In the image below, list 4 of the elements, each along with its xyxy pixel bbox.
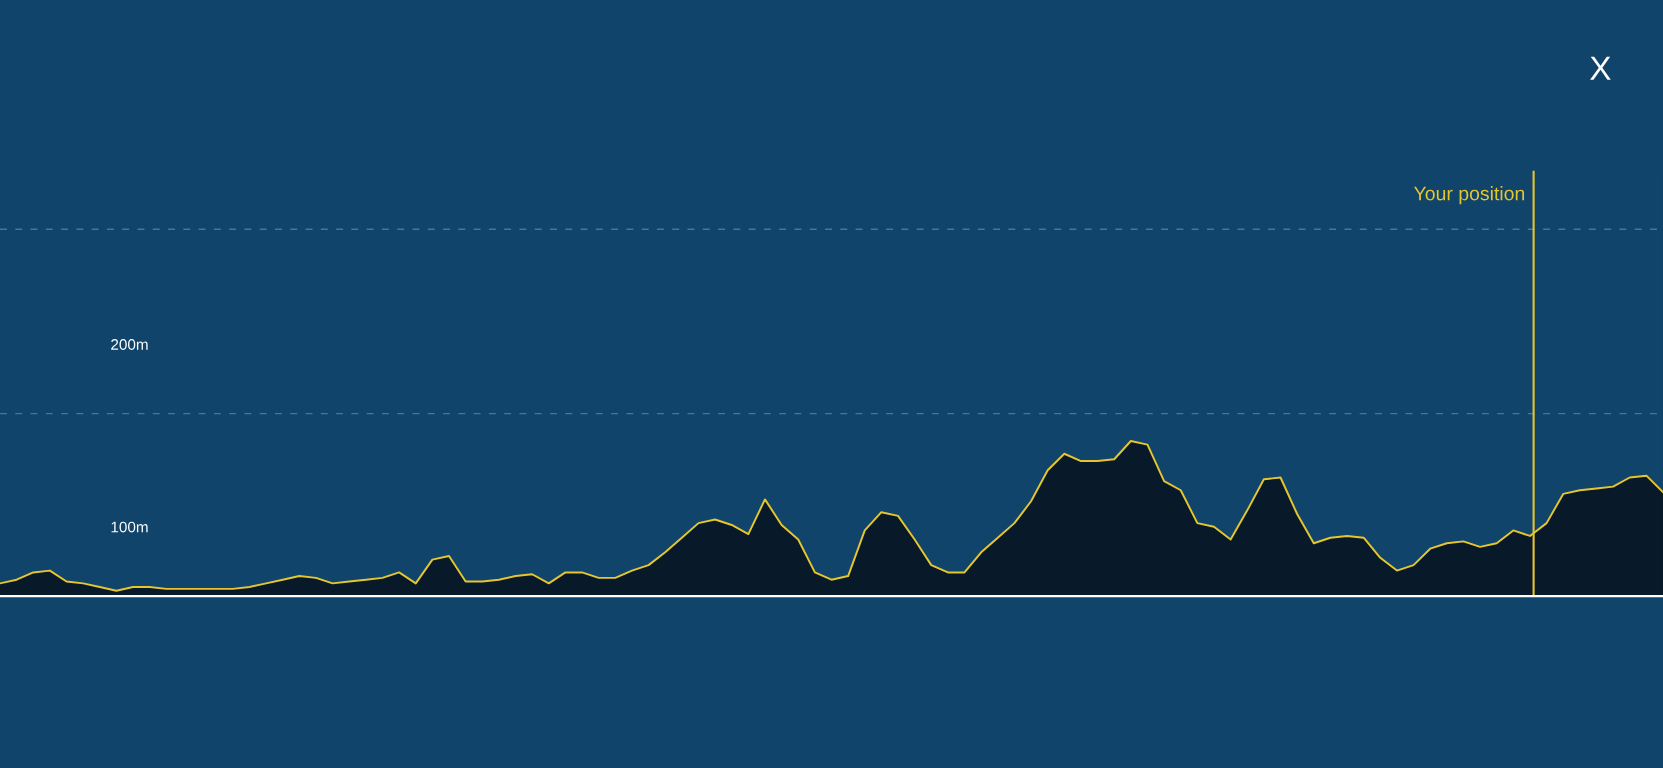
y-tick-label: 200m [111, 339, 148, 350]
y-tick-label: 100m [111, 521, 148, 533]
annotation: Your position [1414, 186, 1525, 205]
text: X [1590, 56, 1611, 80]
